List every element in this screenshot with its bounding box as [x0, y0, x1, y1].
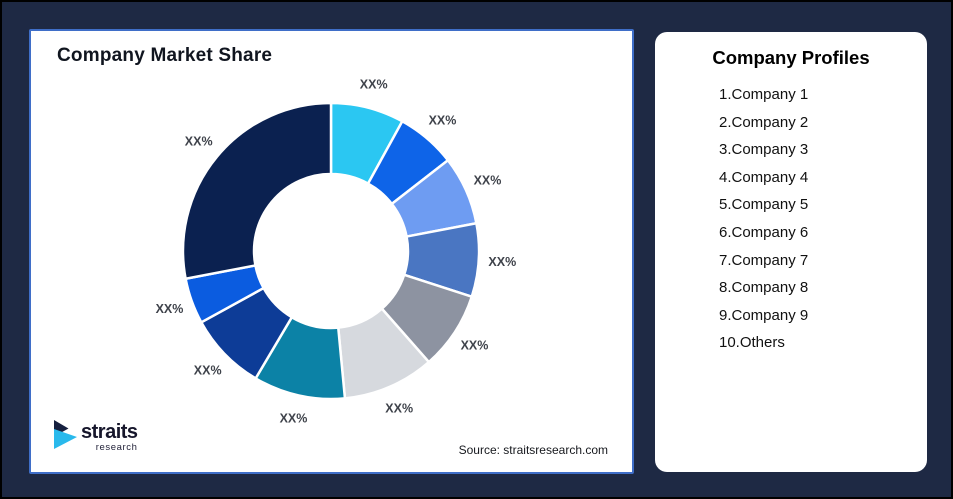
logo-subname: research [95, 442, 138, 453]
profiles-title: Company Profiles [712, 47, 870, 68]
profile-list-item: 3.Company 3 [719, 141, 809, 159]
donut-segment-label-1: XX% [360, 78, 388, 92]
donut-segment-label-5: XX% [461, 338, 489, 352]
profile-list-item: 4.Company 4 [719, 168, 809, 186]
profile-list-item: 10.Others [719, 334, 785, 352]
donut-segment-label-8: XX% [194, 364, 222, 378]
straits-logo-icon [54, 420, 77, 449]
donut-segment-label-10: XX% [185, 135, 213, 149]
profile-list-item: 8.Company 8 [719, 279, 809, 297]
profiles-list: 1.Company 1 2.Company 2 3.Company 3 4.Compa… [655, 81, 927, 357]
profile-list-item: 1.Company 1 [719, 86, 809, 103]
profile-list-item: 7.Company 7 [719, 251, 809, 269]
chart-title: Company Market Share [57, 45, 273, 66]
source-text: Source: straitsresearch.com [458, 443, 608, 457]
donut-segment-label-3: XX% [474, 173, 502, 187]
chart-panel: Company Market Share XX% XX% XX% XX% XX% XX% X… [29, 29, 634, 474]
donut-chart: XX% XX% XX% XX% XX% XX% XX% XX% XX% XX% [156, 78, 517, 426]
logo-name: straits [81, 421, 138, 443]
profile-list-item: 5.Company 5 [719, 196, 809, 214]
donut-segment-label-2: XX% [429, 114, 457, 128]
donut-segment-label-7: XX% [280, 412, 308, 426]
donut-segment-label-9: XX% [156, 302, 184, 316]
profile-list-item: 2.Company 2 [719, 113, 809, 131]
logo-mark-cyan-shape [54, 429, 77, 449]
donut-segment-10 [181, 101, 333, 280]
profile-list-item: 9.Company 9 [719, 306, 809, 324]
logo-text: straits research [81, 421, 138, 453]
profile-list-item: 6.Company 6 [719, 223, 809, 241]
donut-segment-label-4: XX% [488, 255, 516, 269]
straits-logo: straits research [54, 420, 138, 453]
profiles-panel: Company Profiles 1.Company 1 2.Company 2 3… [655, 32, 927, 472]
donut-segment-label-6: XX% [385, 402, 413, 416]
